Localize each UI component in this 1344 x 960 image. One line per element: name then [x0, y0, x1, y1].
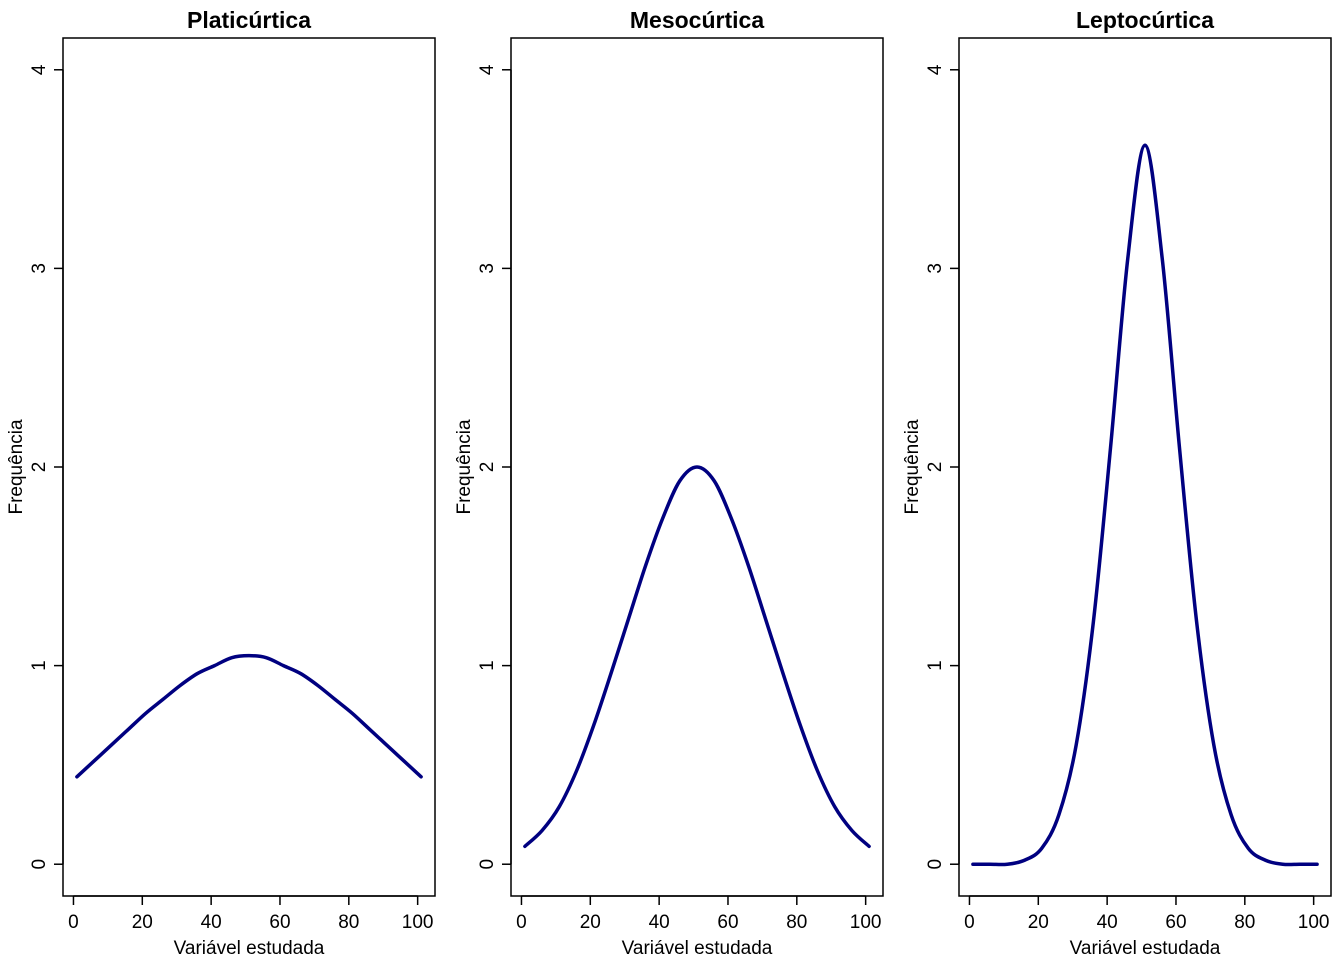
x-tick-label: 80 — [338, 912, 359, 933]
x-tick-label: 60 — [717, 912, 738, 933]
y-tick-label: 0 — [477, 859, 498, 870]
y-tick-label: 1 — [29, 660, 50, 671]
y-tick-label: 3 — [477, 263, 498, 274]
y-axis-title: Frequência — [6, 419, 27, 514]
x-axis-title: Variável estudada — [1070, 938, 1221, 959]
x-tick-label: 40 — [201, 912, 222, 933]
y-tick-label: 2 — [29, 462, 50, 473]
y-tick-label: 3 — [29, 263, 50, 274]
x-tick-label: 60 — [1165, 912, 1186, 933]
chart-panel-1: Platicúrtica 0 20 40 60 80 100 0 1 2 3 4 Variável es… — [6, 7, 436, 959]
chart-panel-2: Mesocúrtica 0 20 40 60 80 100 0 1 2 3 4 Variável est… — [454, 7, 884, 959]
x-tick-label: 100 — [402, 912, 434, 933]
y-tick-label: 3 — [925, 263, 946, 274]
panel-title: Mesocúrtica — [630, 7, 764, 33]
y-axis-title: Frequência — [902, 419, 923, 514]
x-tick-label: 0 — [516, 912, 527, 933]
series-line — [523, 465, 871, 849]
y-tick-label: 1 — [477, 660, 498, 671]
y-tick-label: 0 — [925, 859, 946, 870]
y-tick-label: 2 — [477, 462, 498, 473]
x-axis-title: Variável estudada — [622, 938, 773, 959]
y-axis-title: Frequência — [454, 419, 475, 514]
x-tick-label: 40 — [1097, 912, 1118, 933]
panel-title: Platicúrtica — [187, 7, 311, 33]
y-tick-label: 1 — [925, 660, 946, 671]
x-axis-title: Variável estudada — [174, 938, 325, 959]
x-tick-label: 80 — [786, 912, 807, 933]
x-tick-label: 20 — [132, 912, 153, 933]
x-tick-label: 80 — [1234, 912, 1255, 933]
y-tick-label: 4 — [29, 64, 50, 75]
series-line — [971, 143, 1319, 867]
y-tick-label: 4 — [477, 64, 498, 75]
y-tick-label: 0 — [29, 859, 50, 870]
chart-panel-3: Leptocúrtica 0 20 40 60 80 100 0 1 2 3 4 Variável es… — [902, 7, 1332, 959]
series-line — [75, 653, 423, 779]
x-tick-label: 0 — [964, 912, 975, 933]
x-tick-label: 40 — [649, 912, 670, 933]
y-tick-label: 4 — [925, 64, 946, 75]
x-tick-label: 60 — [269, 912, 290, 933]
x-tick-label: 100 — [850, 912, 882, 933]
y-tick-label: 2 — [925, 462, 946, 473]
x-tick-label: 100 — [1298, 912, 1330, 933]
x-tick-label: 20 — [1028, 912, 1049, 933]
panel-title: Leptocúrtica — [1076, 7, 1214, 33]
x-tick-label: 0 — [68, 912, 79, 933]
x-tick-label: 20 — [580, 912, 601, 933]
